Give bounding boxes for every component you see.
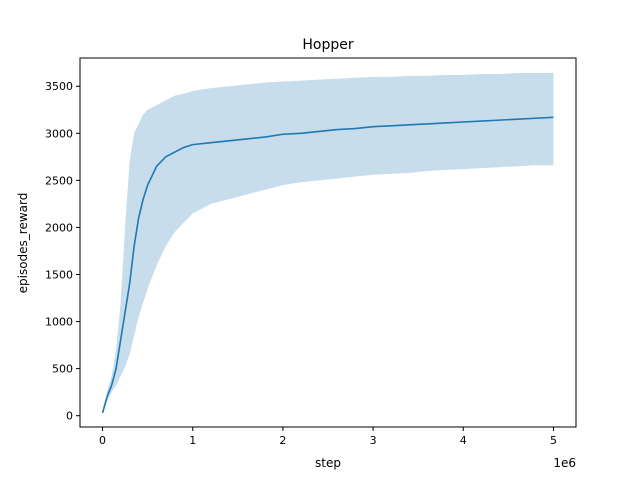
plot-area (101, 73, 554, 414)
x-tick-label: 0 (99, 434, 106, 447)
chart-title: Hopper (302, 37, 353, 53)
y-tick-label: 0 (66, 410, 73, 423)
axes-frame (79, 57, 577, 428)
y-axis-ticks: 0 500 1000 1500 2000 2500 3000 3500 (45, 80, 80, 423)
x-tick-label: 2 (279, 434, 286, 447)
x-tick-label: 5 (550, 434, 557, 447)
y-axis-label: episodes_reward (16, 193, 30, 294)
x-tick-label: 4 (460, 434, 467, 447)
x-tick-label: 1 (189, 434, 196, 447)
confidence-band (102, 73, 554, 414)
y-tick-label: 1000 (45, 316, 73, 329)
y-tick-label: 1500 (45, 269, 73, 282)
y-tick-label: 500 (52, 363, 73, 376)
x-axis-offset-label: 1e6 (553, 456, 576, 470)
x-axis-label: step (315, 456, 341, 470)
y-tick-label: 2000 (45, 221, 73, 234)
y-tick-label: 3000 (45, 127, 73, 140)
x-axis-ticks: 0 1 2 3 4 5 (99, 427, 557, 447)
y-tick-label: 3500 (45, 80, 73, 93)
mean-reward-line (101, 116, 554, 414)
y-tick-label: 2500 (45, 174, 73, 187)
x-tick-label: 3 (370, 434, 377, 447)
